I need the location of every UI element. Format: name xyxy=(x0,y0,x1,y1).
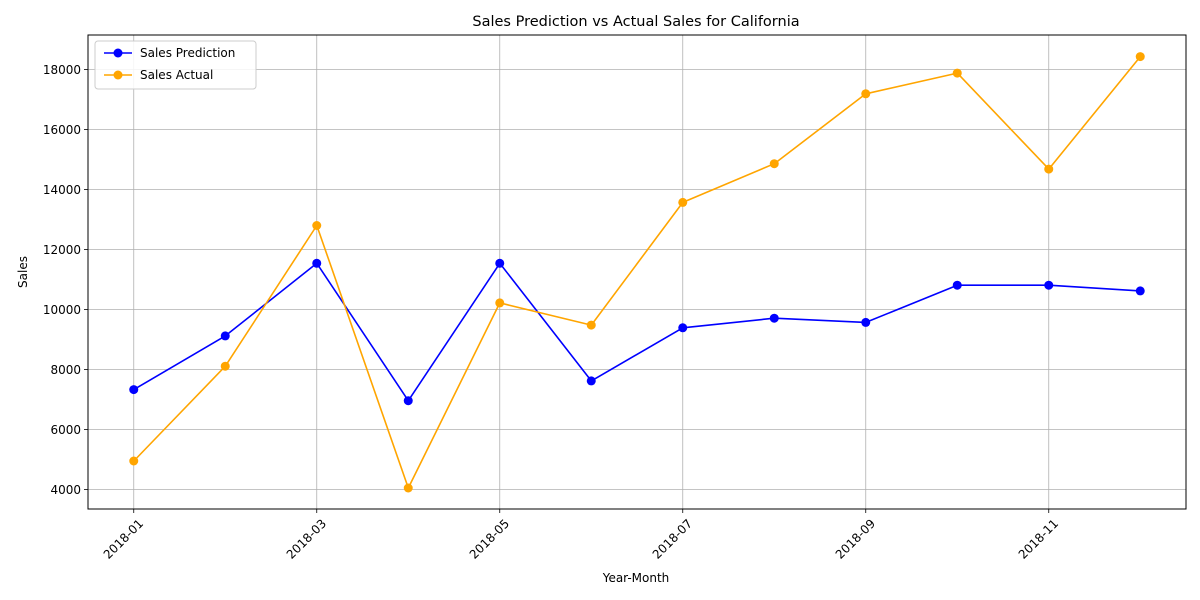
legend-marker-prediction xyxy=(113,48,123,58)
plot-frame xyxy=(87,34,1187,510)
y-tick-label: 16000 xyxy=(43,123,81,137)
data-point xyxy=(769,159,779,169)
data-point xyxy=(678,323,688,333)
data-point xyxy=(312,258,322,268)
y-tick-label: 6000 xyxy=(50,423,81,437)
data-point xyxy=(861,89,871,99)
data-point xyxy=(129,385,139,395)
y-tick-label: 8000 xyxy=(50,363,81,377)
legend: Sales Prediction Sales Actual xyxy=(94,40,257,90)
data-point xyxy=(312,221,322,230)
data-point xyxy=(586,376,596,386)
y-tick-label: 18000 xyxy=(43,63,81,77)
data-point xyxy=(220,361,230,371)
data-point xyxy=(1044,164,1054,174)
y-tick-label: 10000 xyxy=(43,303,81,317)
data-point xyxy=(678,197,688,207)
data-point xyxy=(495,298,505,308)
series-line-actual xyxy=(133,56,1141,489)
legend-marker-actual xyxy=(113,70,123,80)
data-point xyxy=(952,68,962,78)
data-point xyxy=(1044,280,1054,290)
data-point xyxy=(861,317,871,327)
series-line-prediction xyxy=(133,262,1141,402)
legend-box xyxy=(94,40,257,90)
data-point xyxy=(769,313,779,323)
y-tick-label: 4000 xyxy=(50,483,81,497)
data-point xyxy=(403,396,413,406)
data-point xyxy=(495,258,505,268)
data-point xyxy=(1135,286,1145,296)
legend-label-prediction: Sales Prediction xyxy=(140,46,235,60)
series xyxy=(129,52,1145,493)
data-point xyxy=(952,280,962,290)
y-tick-label: 12000 xyxy=(43,243,81,257)
data-point xyxy=(220,331,230,341)
y-tick-label: 14000 xyxy=(43,183,81,197)
x-axis-title: Year-Month xyxy=(602,571,670,585)
chart-title: Sales Prediction vs Actual Sales for Cal… xyxy=(472,14,799,30)
data-point xyxy=(129,456,139,466)
y-axis-title: Sales xyxy=(16,256,30,288)
data-point xyxy=(1135,52,1145,62)
data-point xyxy=(586,320,596,330)
legend-label-actual: Sales Actual xyxy=(140,68,213,82)
grid xyxy=(88,35,1186,509)
data-point xyxy=(403,483,413,493)
